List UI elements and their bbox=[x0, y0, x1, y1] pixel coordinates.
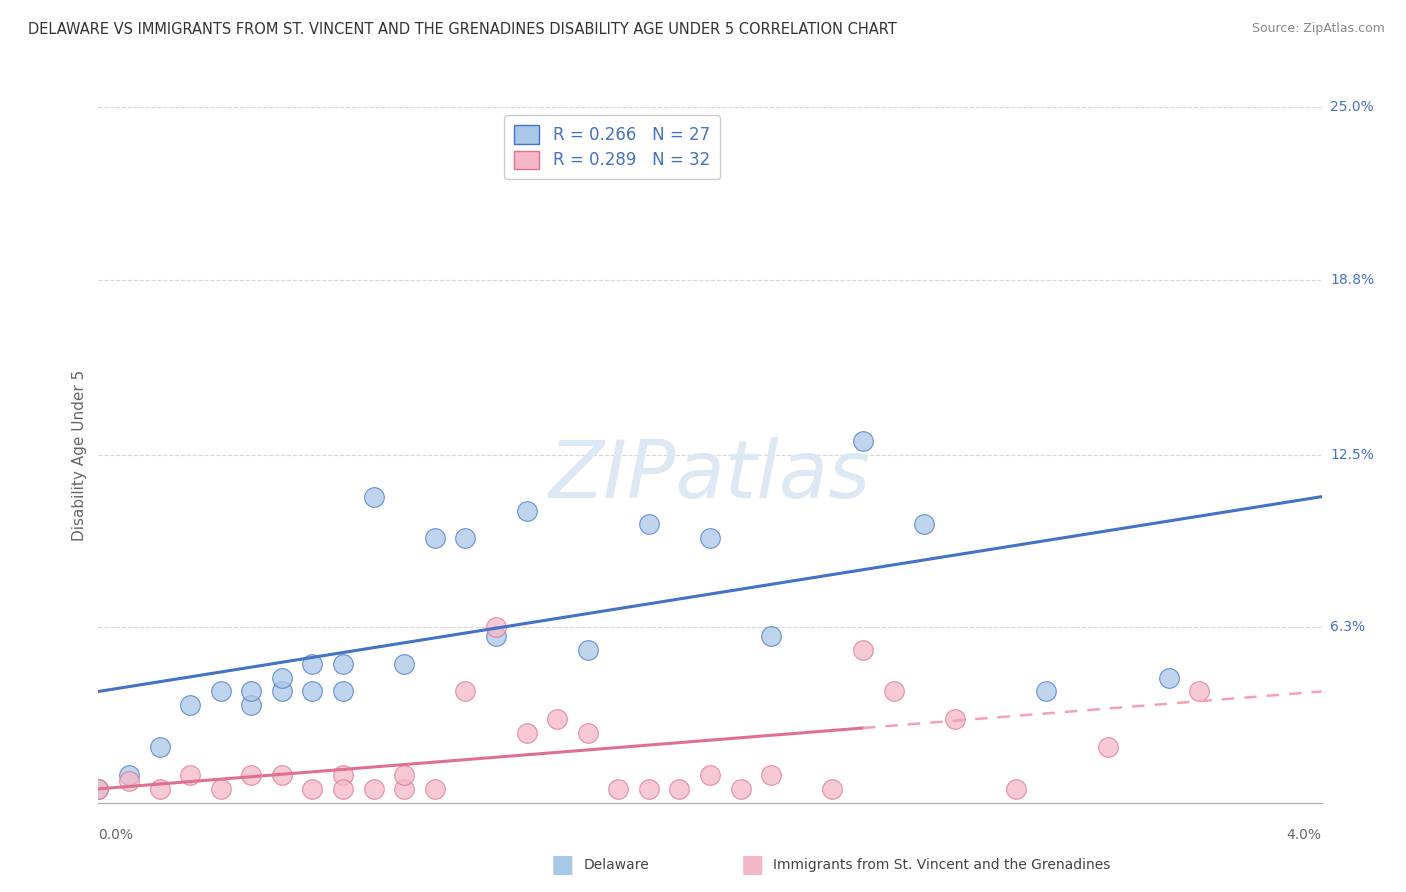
Point bbox=[516, 726, 538, 740]
Point bbox=[485, 620, 508, 634]
Point bbox=[668, 781, 690, 796]
Point bbox=[332, 781, 354, 796]
Text: 12.5%: 12.5% bbox=[1330, 448, 1374, 462]
Point bbox=[759, 629, 782, 643]
Point bbox=[209, 684, 232, 698]
Point bbox=[912, 517, 935, 532]
Point bbox=[852, 434, 875, 448]
Point bbox=[852, 642, 875, 657]
Point bbox=[607, 781, 630, 796]
Y-axis label: Disability Age Under 5: Disability Age Under 5 bbox=[72, 369, 87, 541]
Point bbox=[883, 684, 905, 698]
Point bbox=[1188, 684, 1211, 698]
Point bbox=[301, 657, 323, 671]
Point bbox=[516, 503, 538, 517]
Point bbox=[301, 684, 323, 698]
Point bbox=[730, 781, 752, 796]
Point bbox=[546, 712, 568, 726]
Point bbox=[821, 781, 844, 796]
Point bbox=[332, 768, 354, 782]
Point bbox=[423, 532, 446, 546]
Point bbox=[270, 671, 294, 685]
Text: 4.0%: 4.0% bbox=[1286, 828, 1322, 842]
Point bbox=[363, 781, 385, 796]
Point bbox=[1097, 740, 1119, 755]
Point bbox=[485, 629, 508, 643]
Point bbox=[301, 781, 323, 796]
Point bbox=[149, 740, 172, 755]
Point bbox=[240, 698, 263, 713]
Point bbox=[118, 773, 141, 788]
Point bbox=[1035, 684, 1057, 698]
Text: Immigrants from St. Vincent and the Grenadines: Immigrants from St. Vincent and the Gren… bbox=[773, 858, 1111, 872]
Text: 6.3%: 6.3% bbox=[1330, 621, 1365, 634]
Point bbox=[240, 768, 263, 782]
Text: ZIPatlas: ZIPatlas bbox=[548, 437, 872, 515]
Point bbox=[332, 684, 354, 698]
Point bbox=[576, 726, 599, 740]
Text: 0.0%: 0.0% bbox=[98, 828, 134, 842]
Point bbox=[179, 698, 201, 713]
Point bbox=[363, 490, 385, 504]
Text: 25.0%: 25.0% bbox=[1330, 100, 1374, 114]
Point bbox=[699, 768, 721, 782]
Text: Delaware: Delaware bbox=[583, 858, 650, 872]
Point bbox=[637, 517, 661, 532]
Point bbox=[699, 532, 721, 546]
Point bbox=[87, 781, 110, 796]
Text: DELAWARE VS IMMIGRANTS FROM ST. VINCENT AND THE GRENADINES DISABILITY AGE UNDER : DELAWARE VS IMMIGRANTS FROM ST. VINCENT … bbox=[28, 22, 897, 37]
Text: ■: ■ bbox=[741, 854, 763, 877]
Point bbox=[423, 781, 446, 796]
Point bbox=[392, 657, 416, 671]
Point bbox=[240, 684, 263, 698]
Point bbox=[1157, 671, 1180, 685]
Point bbox=[637, 781, 661, 796]
Point bbox=[576, 642, 599, 657]
Point bbox=[270, 684, 294, 698]
Point bbox=[87, 781, 110, 796]
Point bbox=[270, 768, 294, 782]
Point bbox=[392, 768, 416, 782]
Point bbox=[392, 781, 416, 796]
Text: Source: ZipAtlas.com: Source: ZipAtlas.com bbox=[1251, 22, 1385, 36]
Point bbox=[179, 768, 201, 782]
Point bbox=[149, 781, 172, 796]
Point bbox=[454, 684, 477, 698]
Text: 18.8%: 18.8% bbox=[1330, 273, 1374, 286]
Legend: R = 0.266   N = 27, R = 0.289   N = 32: R = 0.266 N = 27, R = 0.289 N = 32 bbox=[505, 115, 720, 179]
Point bbox=[209, 781, 232, 796]
Point bbox=[759, 768, 782, 782]
Point bbox=[943, 712, 966, 726]
Point bbox=[332, 657, 354, 671]
Text: ■: ■ bbox=[551, 854, 574, 877]
Point bbox=[454, 532, 477, 546]
Point bbox=[1004, 781, 1026, 796]
Point bbox=[118, 768, 141, 782]
